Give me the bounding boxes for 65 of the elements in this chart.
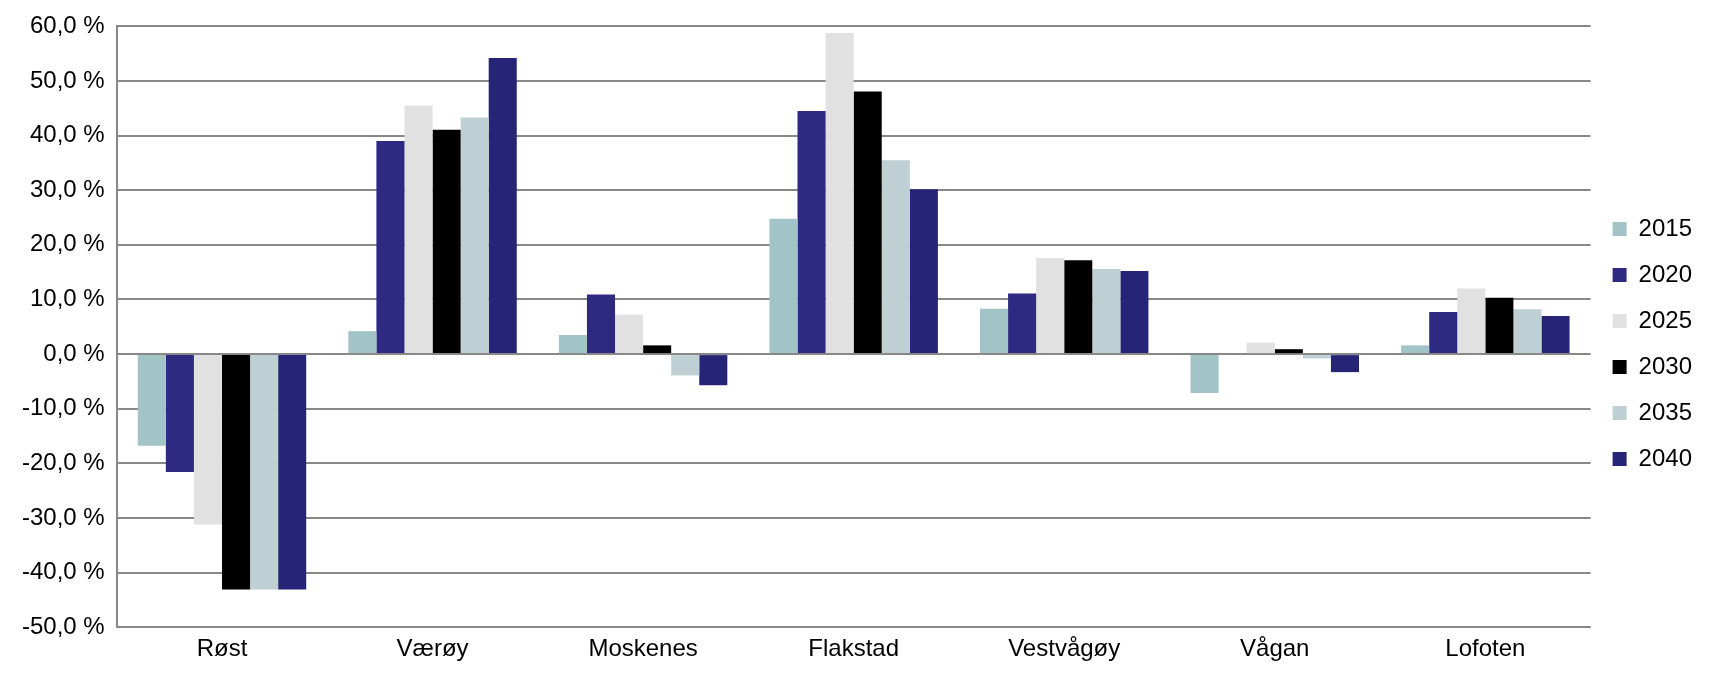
bar: [460, 117, 489, 354]
bar: [699, 355, 728, 386]
x-tick-label: Moskenes: [588, 634, 698, 662]
x-tick-label: Lofoten: [1445, 634, 1526, 662]
bar: [979, 308, 1009, 354]
y-tick-label: 60,0 %: [29, 11, 105, 39]
y-tick-label: -20,0 %: [21, 447, 105, 475]
bar: [1513, 309, 1542, 354]
legend-label: 2030: [1638, 351, 1692, 379]
legend-label: 2040: [1638, 443, 1692, 471]
legend-label: 2025: [1638, 305, 1692, 333]
bar: [615, 314, 644, 354]
bar: [881, 160, 910, 354]
bar: [1064, 260, 1093, 354]
legend-label: 2035: [1638, 397, 1692, 425]
bar: [1120, 271, 1149, 354]
y-tick-label: 40,0 %: [29, 120, 105, 148]
y-tick-label: -40,0 %: [21, 557, 105, 585]
bar: [853, 91, 882, 354]
bar: [797, 111, 826, 354]
bar: [1036, 257, 1065, 354]
y-tick-label: -30,0 %: [21, 502, 105, 530]
legend-label: 2015: [1638, 213, 1692, 241]
bar: [137, 355, 166, 446]
bar: [250, 355, 279, 590]
bar: [221, 355, 251, 590]
bar: [1541, 315, 1570, 354]
bar: [909, 189, 938, 354]
bar: [1429, 312, 1458, 354]
bar: [165, 355, 194, 473]
bar: [1274, 349, 1303, 354]
bar: [558, 334, 587, 354]
bar: [1008, 293, 1037, 354]
bar: [488, 58, 517, 354]
x-tick-label: Røst: [196, 634, 248, 662]
bar: [825, 32, 854, 354]
bar: [376, 141, 405, 354]
bar: [1190, 355, 1219, 393]
bar: [586, 294, 616, 354]
legend-label: 2020: [1638, 259, 1692, 287]
bar: [278, 355, 307, 590]
y-tick-label: -50,0 %: [21, 611, 105, 639]
bar: [1246, 342, 1275, 354]
bar: [1092, 268, 1121, 354]
x-tick-label: Vågan: [1240, 634, 1310, 662]
y-tick-label: 20,0 %: [29, 229, 105, 257]
x-tick-label: Værøy: [396, 634, 469, 662]
bar: [1330, 355, 1359, 373]
bar: [1457, 288, 1486, 354]
y-tick-label: -10,0 %: [21, 393, 105, 421]
bar: [1401, 345, 1430, 354]
bar: [643, 345, 672, 354]
y-tick-label: 30,0 %: [29, 174, 105, 202]
bar: [193, 355, 222, 525]
bar: [769, 218, 798, 354]
x-tick-label: Flakstad: [808, 634, 900, 662]
y-tick-label: 10,0 %: [29, 284, 105, 312]
bar: [348, 331, 377, 354]
bar: [404, 105, 433, 354]
bar: [432, 129, 461, 354]
bar: [1485, 297, 1514, 354]
y-tick-label: 50,0 %: [29, 65, 105, 93]
x-tick-label: Vestvågøy: [1008, 634, 1121, 662]
y-tick-label: 0,0 %: [43, 338, 105, 366]
bar: [671, 355, 700, 376]
